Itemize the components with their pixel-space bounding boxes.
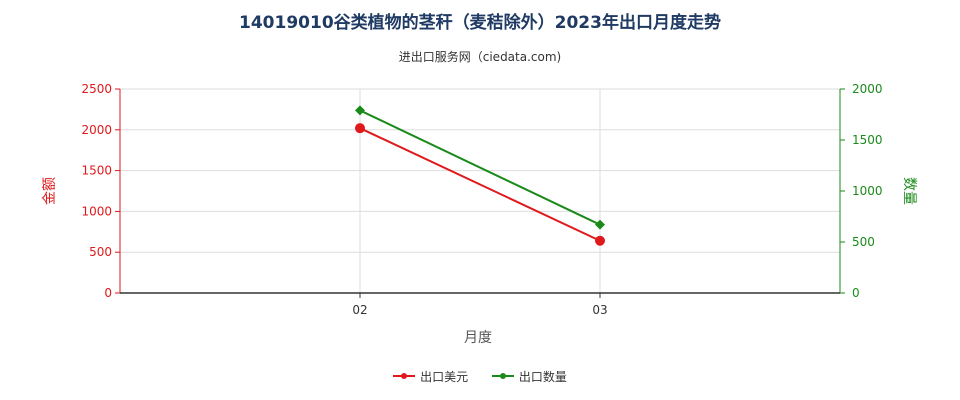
y-tick-label-left: 0	[104, 286, 112, 300]
y-tick-label-right: 500	[852, 235, 875, 249]
y-tick-label-right: 1000	[852, 184, 883, 198]
y-axis-title-left: 金额	[42, 177, 58, 205]
legend-label-export-qty: 出口数量	[518, 369, 567, 384]
legend-swatch-export-qty	[491, 373, 514, 379]
y-tick-label-right: 0	[852, 286, 860, 300]
y-tick-label-right: 2000	[852, 82, 883, 96]
x-tick-label: 02	[352, 303, 367, 317]
y-tick-label-left: 500	[89, 245, 112, 259]
legend-swatch-export-value	[393, 373, 416, 379]
data-point-export-value	[355, 123, 365, 134]
legend-label-export-value: 出口美元	[420, 369, 469, 384]
legend: 出口美元 出口数量	[0, 366, 960, 385]
x-tick-label: 03	[592, 303, 607, 317]
y-tick-label-left: 1000	[81, 204, 112, 218]
y-axis-title-right: 数量	[901, 177, 917, 205]
legend-item-export-qty[interactable]: 出口数量	[491, 368, 567, 385]
y-tick-label-left: 1500	[81, 164, 112, 178]
chart-subtitle: 进出口服务网（ciedata.com)	[398, 50, 562, 64]
legend-item-export-value[interactable]: 出口美元	[393, 368, 468, 385]
data-point-export-qty	[355, 105, 365, 116]
series-line-export-qty	[359, 109, 601, 226]
data-point-export-value	[595, 235, 605, 246]
y-tick-label-right: 1500	[852, 133, 883, 147]
data-point-export-qty	[595, 219, 605, 230]
y-tick-label-left: 2000	[81, 123, 112, 137]
y-tick-label-left: 2500	[81, 82, 112, 96]
series-line-export-value	[359, 127, 601, 242]
x-axis-title: 月度	[464, 330, 492, 346]
chart-title: 14019010谷类植物的茎秆（麦秸除外）2023年出口月度走势	[239, 13, 721, 33]
